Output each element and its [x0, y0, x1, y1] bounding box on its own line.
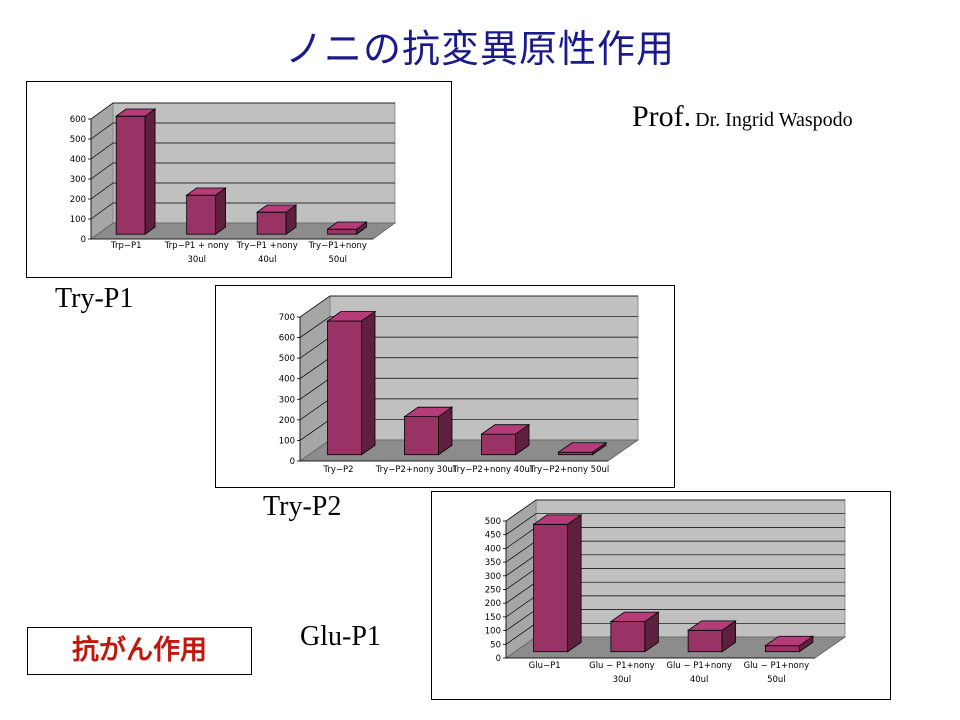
bar — [764, 635, 815, 653]
x-tick-label: 50ul — [328, 255, 347, 265]
y-tick-label: 200 — [485, 599, 501, 609]
bar — [480, 423, 531, 456]
chart-back-wall — [329, 295, 639, 441]
bar — [686, 620, 737, 653]
y-tick-label: 0 — [496, 654, 501, 664]
panel-label-glu-p1: Glu-P1 — [300, 621, 381, 652]
y-tick-label: 700 — [279, 313, 295, 323]
y-tick-label: 250 — [485, 586, 501, 596]
panel-label-try-p1: Try-P1 — [55, 283, 134, 314]
x-tick-label: Trp−P1 — [110, 241, 142, 251]
author-name: Dr. Ingrid Waspodo — [695, 109, 853, 131]
gridline — [505, 499, 845, 522]
y-tick-label: 0 — [290, 457, 295, 467]
y-tick-label: 400 — [70, 155, 86, 165]
x-tick-label: 40ul — [258, 255, 277, 265]
gridline — [90, 122, 395, 140]
panel-label-try-p2: Try-P2 — [263, 491, 342, 522]
y-tick-label: 300 — [485, 572, 501, 582]
x-tick-label: Glu − P1+nony — [744, 661, 810, 671]
y-tick-label: 200 — [70, 195, 86, 205]
gridline — [299, 295, 638, 318]
bar — [185, 187, 227, 235]
x-tick-label: Glu − P1+nony — [589, 661, 655, 671]
y-tick-label: 300 — [70, 175, 86, 185]
gridline — [90, 162, 395, 180]
bar — [326, 310, 377, 456]
y-tick-label: 500 — [485, 517, 501, 527]
bar — [114, 108, 157, 235]
y-tick-label: 350 — [485, 558, 501, 568]
bar — [532, 514, 583, 653]
y-tick-label: 100 — [279, 436, 295, 446]
y-tick-label: 500 — [279, 354, 295, 364]
y-tick-label: 0 — [81, 235, 86, 245]
gridline — [90, 102, 395, 120]
gridline — [505, 513, 845, 535]
author-credit: Prof. Dr. Ingrid Waspodo — [632, 100, 853, 134]
bar — [557, 442, 608, 456]
x-tick-label: Try−P2+nony 50ul — [529, 465, 610, 475]
y-tick-label: 400 — [279, 375, 295, 385]
anticancer-badge: 抗がん作用 — [27, 627, 252, 675]
bar — [255, 204, 298, 235]
y-tick-label: 300 — [279, 395, 295, 405]
chart-svg: 0 50 100 150 200 250 300 350 400 450 500 Glu−P1 Glu … — [485, 499, 847, 685]
gridline — [299, 316, 638, 338]
gridline — [90, 202, 395, 220]
bar — [609, 611, 660, 653]
chart-side-wall — [299, 295, 331, 462]
x-tick-label: Glu − P1+nony — [666, 661, 732, 671]
chart-glu-p1: 0 50 100 150 200 250 300 350 400 450 500 Glu−P1 Glu … — [431, 491, 891, 700]
y-tick-label: 450 — [485, 531, 501, 541]
y-tick-label: 50 — [490, 640, 501, 650]
y-tick-label: 100 — [70, 215, 86, 225]
chart-svg: 0 100 200 300 400 500 600 Trp−P1 Trp−P1 + nony 30… — [70, 102, 397, 265]
y-tick-label: 150 — [485, 613, 501, 623]
chart-try-p2: 0 100 200 300 400 500 600 700 Try−P2 Try−P2+nony … — [215, 285, 675, 488]
chart-try-p1: 0 100 200 300 400 500 600 Trp−P1 Trp−P1 + nony 30… — [26, 81, 452, 278]
author-prefix: Prof. — [632, 100, 692, 133]
x-tick-label: Try−P2 — [322, 465, 353, 475]
x-tick-label: Trp−P1 + nony — [164, 241, 229, 251]
y-tick-label: 100 — [485, 627, 501, 637]
gridline — [90, 182, 395, 200]
chart-svg: 0 100 200 300 400 500 600 700 Try−P2 Try−P2+nony … — [279, 295, 640, 475]
y-tick-label: 600 — [279, 334, 295, 344]
y-tick-label: 600 — [70, 115, 86, 125]
x-tick-label: Try−P2+nony 30ul — [375, 465, 456, 475]
x-tick-label: Try−P1+nony — [308, 241, 367, 251]
gridline — [90, 142, 395, 160]
x-tick-label: Glu−P1 — [529, 661, 561, 671]
slide-title: ノニの抗変異原性作用 — [284, 27, 675, 71]
x-tick-label: 30ul — [187, 255, 206, 265]
bar — [326, 221, 368, 235]
x-tick-label: 40ul — [690, 675, 709, 685]
x-tick-label: 30ul — [613, 675, 632, 685]
bar — [403, 406, 454, 456]
y-tick-label: 500 — [70, 135, 86, 145]
x-tick-label: Try−P2+nony 40ul — [452, 465, 533, 475]
y-tick-label: 400 — [485, 544, 501, 554]
y-tick-label: 200 — [279, 416, 295, 426]
x-tick-label: 50ul — [767, 675, 786, 685]
x-tick-label: Try−P1 +nony — [236, 241, 298, 251]
